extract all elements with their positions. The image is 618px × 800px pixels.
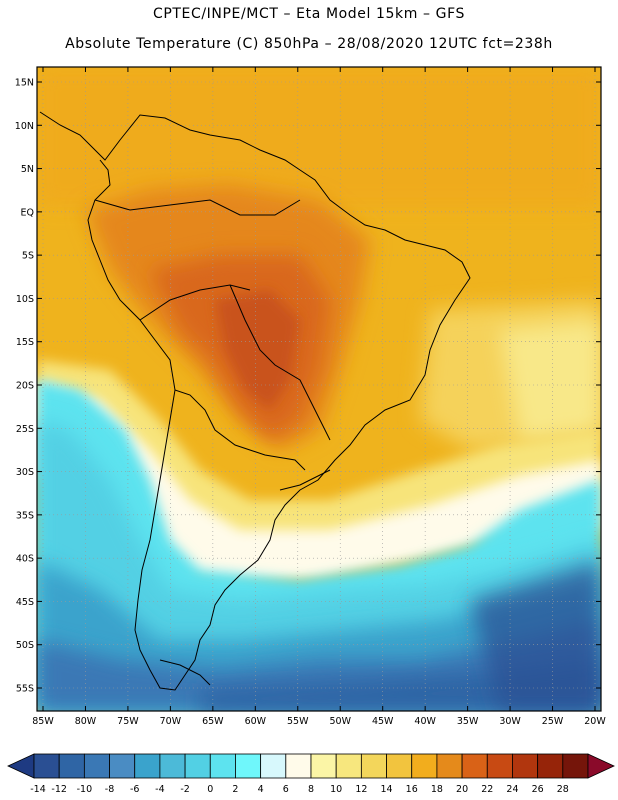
colorbar-swatch [235, 753, 262, 779]
colorbar-label: -4 [155, 784, 164, 795]
colorbar-swatch [184, 753, 211, 779]
colorbar-swatch [486, 753, 513, 779]
lon-label: 45W [372, 716, 394, 727]
lat-label: 10S [16, 294, 34, 305]
lat-label: 50S [16, 640, 34, 651]
colorbar-label: 2 [232, 784, 238, 795]
colorbar-label: 24 [506, 784, 518, 795]
colorbar-swatch [386, 753, 413, 779]
colorbar-label: 14 [380, 784, 392, 795]
lat-label: 15N [15, 78, 34, 89]
colorbar-label: 8 [308, 784, 314, 795]
colorbar-swatch [134, 753, 161, 779]
lat-label: 55S [16, 684, 34, 695]
colorbar-label: 26 [532, 784, 544, 795]
lon-label: 20W [584, 716, 606, 727]
colorbar-label: -2 [180, 784, 189, 795]
lon-label: 30W [499, 716, 521, 727]
lat-label: 40S [16, 554, 34, 565]
colorbar-over-arrow [587, 753, 615, 779]
temperature-field [37, 67, 601, 711]
lon-label: 55W [287, 716, 309, 727]
lon-label: 25W [542, 716, 564, 727]
colorbar-swatch [159, 753, 186, 779]
title-line-2: Absolute Temperature (C) 850hPa – 28/08/… [65, 36, 553, 52]
lon-label: 70W [160, 716, 182, 727]
latitude-labels: 15N 10N 5N EQ 5S 10S 15S 20S 25S 30S 35S 40S 45S 50S 5… [15, 78, 601, 695]
colorbar-label: 6 [283, 784, 289, 795]
colorbar-labels: -14 -12 -10 -8 -6 -4 -2 0 2 4 6 8 10 12 14 16 18 20 22 24 26… [30, 784, 569, 795]
colorbar-label: -8 [105, 784, 114, 795]
colorbar-label: 10 [330, 784, 342, 795]
lat-label: 30S [16, 467, 34, 478]
colorbar-label: 0 [207, 784, 213, 795]
lat-lon-grid [37, 67, 601, 711]
colorbar-label: -10 [77, 784, 93, 795]
colorbar-swatch [461, 753, 488, 779]
colorbar-label: -12 [51, 784, 67, 795]
coastline-outline [39, 111, 471, 691]
colorbar-label: 18 [431, 784, 443, 795]
colorbar-swatch [537, 753, 564, 779]
colorbar-swatch [411, 753, 438, 779]
lon-label: 40W [414, 716, 436, 727]
colorbar-label: 12 [355, 784, 367, 795]
colorbar-label: 16 [406, 784, 418, 795]
lon-label: 60W [245, 716, 267, 727]
colorbar-swatch [109, 753, 136, 779]
lat-label: 45S [16, 597, 34, 608]
lat-label: 35S [16, 510, 34, 521]
colorbar-swatch [436, 753, 463, 779]
colorbar-swatch [260, 753, 287, 779]
lat-label: 5S [22, 251, 34, 262]
title-line-1: CPTEC/INPE/MCT – Eta Model 15km – GFS [152, 6, 466, 22]
colorbar-swatch [285, 753, 312, 779]
lon-label: 75W [117, 716, 139, 727]
map-frame [36, 66, 602, 712]
colorbar-swatch [562, 753, 589, 779]
lat-label: 10N [15, 121, 34, 132]
lat-label: 15S [16, 337, 34, 348]
lon-label: 85W [32, 716, 54, 727]
lon-label: 80W [75, 716, 97, 727]
lat-label: 25S [16, 424, 34, 435]
colorbar-label: -14 [30, 784, 46, 795]
colorbar-swatch [83, 753, 110, 779]
colorbar-label: -6 [130, 784, 139, 795]
lon-label: 65W [202, 716, 224, 727]
colorbar-swatch [360, 753, 387, 779]
colorbar-swatch [335, 753, 362, 779]
lat-label: 5N [21, 164, 34, 175]
colorbar-swatch [33, 753, 60, 779]
colorbar-swatch [310, 753, 337, 779]
colorbar-under-arrow [7, 753, 35, 779]
colorbar-label: 22 [481, 784, 493, 795]
colorbar-label: 20 [456, 784, 468, 795]
lon-label: 50W [329, 716, 351, 727]
colorbar-swatch [58, 753, 85, 779]
lat-label: 20S [16, 381, 34, 392]
colorbar [7, 753, 615, 779]
colorbar-label: 4 [258, 784, 264, 795]
lat-label: EQ [21, 207, 34, 218]
colorbar-label: 28 [557, 784, 569, 795]
longitude-labels: 85W 80W 75W 70W 65W 60W 55W 50W 45W 40W 35W 30W 25W 2… [32, 67, 606, 727]
colorbar-swatch [512, 753, 539, 779]
colorbar-swatch [209, 753, 236, 779]
lon-label: 35W [457, 716, 479, 727]
